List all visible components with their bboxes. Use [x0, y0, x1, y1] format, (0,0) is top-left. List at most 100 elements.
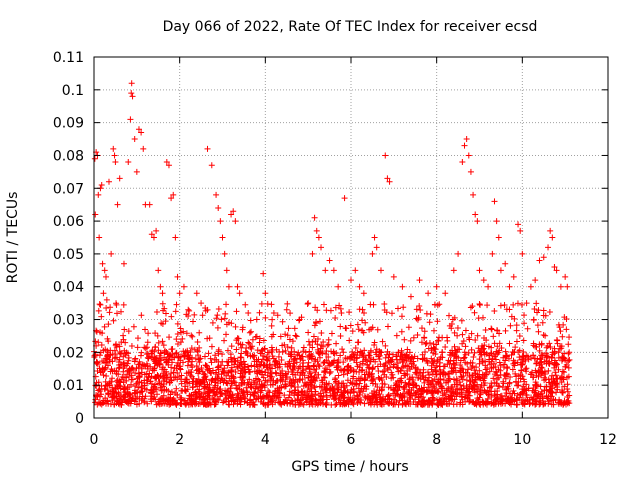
data-point — [146, 201, 153, 208]
data-point — [426, 319, 433, 326]
data-point — [451, 353, 458, 360]
data-point — [188, 369, 195, 376]
data-point — [114, 310, 121, 317]
data-point — [127, 116, 134, 123]
data-point — [400, 304, 407, 311]
data-point — [474, 371, 481, 378]
data-point — [213, 191, 220, 198]
data-point — [197, 355, 204, 362]
data-point — [566, 349, 573, 356]
data-point — [250, 377, 257, 384]
data-point — [462, 327, 469, 334]
data-point — [247, 344, 254, 351]
data-point — [125, 328, 132, 335]
data-point — [298, 388, 305, 395]
data-point — [122, 389, 129, 396]
data-point — [180, 283, 187, 290]
data-point — [445, 378, 452, 385]
data-point — [223, 331, 230, 338]
data-point — [234, 283, 241, 290]
data-point — [364, 374, 371, 381]
data-point — [95, 400, 102, 407]
data-point — [282, 361, 289, 368]
data-point — [334, 366, 341, 373]
data-point — [141, 371, 148, 378]
data-point — [459, 159, 466, 166]
data-point — [471, 382, 478, 389]
data-point — [135, 364, 142, 371]
data-point — [413, 315, 420, 322]
data-point — [116, 378, 123, 385]
data-point — [391, 387, 398, 394]
data-point — [315, 371, 322, 378]
data-point — [512, 370, 519, 377]
data-point — [488, 394, 495, 401]
data-point — [330, 267, 337, 274]
data-point — [217, 218, 224, 225]
data-point — [251, 393, 258, 400]
data-point — [120, 393, 127, 400]
data-point — [533, 300, 540, 307]
data-point — [396, 397, 403, 404]
data-point — [161, 354, 168, 361]
data-point — [177, 325, 184, 332]
data-point — [558, 373, 565, 380]
data-point — [241, 361, 248, 368]
data-point — [260, 401, 267, 408]
data-point — [351, 389, 358, 396]
data-point — [535, 328, 542, 335]
data-point — [322, 401, 329, 408]
data-point — [366, 395, 373, 402]
data-point — [335, 386, 342, 393]
data-point — [540, 400, 547, 407]
data-point — [565, 373, 572, 380]
data-point — [501, 302, 508, 309]
data-point — [515, 382, 522, 389]
x-tick-label: 2 — [175, 432, 184, 448]
data-point — [310, 362, 317, 369]
data-point — [294, 369, 301, 376]
data-point — [564, 385, 571, 392]
data-point — [439, 349, 446, 356]
data-point — [555, 349, 562, 356]
data-point — [532, 401, 539, 408]
data-point — [272, 399, 279, 406]
data-point — [518, 301, 525, 308]
data-point — [305, 300, 312, 307]
data-point — [354, 354, 361, 361]
data-point — [196, 329, 203, 336]
data-point — [418, 401, 425, 408]
data-point — [499, 384, 506, 391]
data-point — [263, 356, 270, 363]
data-point — [494, 327, 501, 334]
data-point — [297, 356, 304, 363]
data-point — [471, 386, 478, 393]
data-point — [276, 394, 283, 401]
data-point — [361, 371, 368, 378]
data-point — [267, 381, 274, 388]
data-point — [238, 344, 245, 351]
data-point — [117, 392, 124, 399]
data-point — [277, 333, 284, 340]
data-point — [440, 398, 447, 405]
data-point — [305, 375, 312, 382]
data-point — [326, 380, 333, 387]
data-point — [374, 384, 381, 391]
data-point — [248, 345, 255, 352]
data-point — [491, 371, 498, 378]
data-point — [424, 378, 431, 385]
data-point — [326, 370, 333, 377]
data-point — [385, 400, 392, 407]
data-point — [363, 357, 370, 364]
data-point — [549, 372, 556, 379]
data-point — [494, 394, 501, 401]
data-point — [255, 376, 262, 383]
data-point — [325, 353, 332, 360]
data-point — [352, 345, 359, 352]
data-point — [247, 391, 254, 398]
data-point — [369, 397, 376, 404]
data-point — [253, 356, 260, 363]
x-tick-label: 4 — [261, 432, 270, 448]
data-point — [142, 345, 149, 352]
data-point — [202, 390, 209, 397]
